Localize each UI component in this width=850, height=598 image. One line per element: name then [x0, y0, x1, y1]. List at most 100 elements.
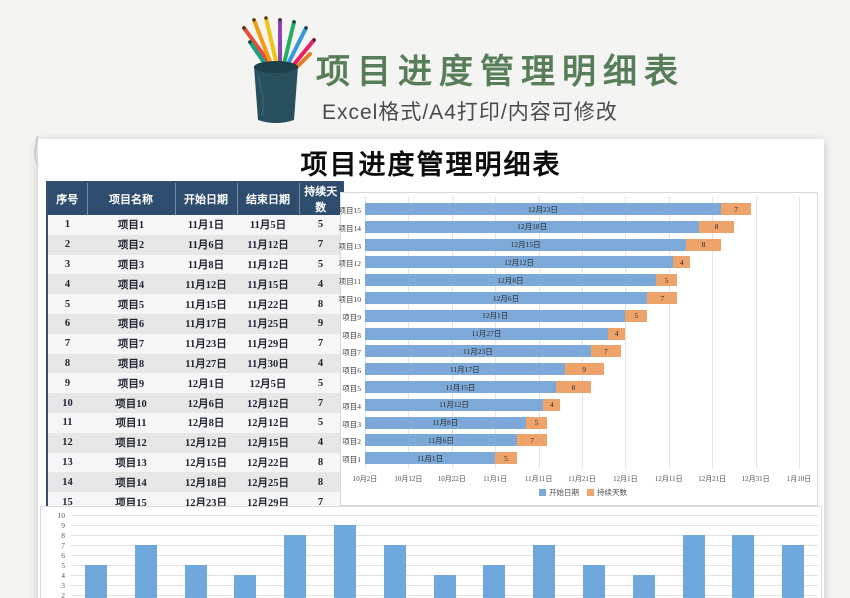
gantt-start-bar: 11月17日: [365, 363, 565, 376]
gantt-start-bar: 11月27日: [365, 327, 609, 340]
duration-bar: [234, 575, 257, 598]
table-row: 14 项目14 12月18日 12月25日 8: [47, 472, 343, 493]
gantt-start-bar: 12月18日: [365, 220, 700, 233]
banner-subtitle: Excel格式/A4打印/内容可修改: [322, 101, 618, 124]
gantt-category-label: 项目11: [338, 277, 361, 287]
table-cell: 项目13: [87, 452, 175, 473]
table-cell: 项目12: [87, 432, 175, 453]
column-chart-gridline: [71, 565, 818, 566]
table-cell: 11月1日: [175, 215, 237, 235]
table-row: 8 项目8 11月27日 11月30日 4: [47, 353, 343, 374]
table-cell: 项目8: [87, 353, 175, 374]
gantt-category-label: 项目4: [342, 401, 361, 411]
table-cell: 4: [299, 353, 343, 374]
gantt-category-label: 项目2: [342, 437, 361, 447]
legend-swatch-icon: [587, 489, 594, 496]
table-cell: 12月1日: [175, 373, 237, 394]
gantt-start-bar: 11月12日: [365, 398, 543, 411]
table-row: 11 项目11 12月8日 12月12日 5: [47, 412, 343, 433]
table-cell: 4: [299, 432, 343, 453]
table-cell: 项目6: [87, 313, 175, 334]
duration-bar: [333, 525, 356, 598]
table-cell: 7: [299, 393, 343, 413]
gantt-axis-tick-label: 11月21日: [568, 475, 596, 483]
gantt-axis-tick-label: 11月1日: [483, 475, 508, 483]
table-cell: 项目7: [87, 333, 175, 354]
table-cell: 12月15日: [175, 452, 237, 473]
table-row: 7 项目7 11月23日 11月29日 7: [47, 333, 343, 354]
table-cell: 4: [299, 274, 343, 295]
duration-bar: [84, 565, 107, 598]
table-row: 13 项目13 12月15日 12月22日 8: [47, 452, 343, 473]
gantt-category-label: 项目7: [342, 348, 361, 358]
table-cell: 11: [47, 412, 87, 433]
gantt-row: 项目6 11月17日 9: [341, 360, 817, 378]
legend-swatch-icon: [539, 489, 546, 496]
legend-label: 持续天数: [597, 488, 627, 497]
table-cell: 6: [47, 313, 87, 334]
column-header: 结束日期: [237, 182, 300, 215]
gantt-gridline: [799, 197, 800, 469]
table-cell: 11月23日: [175, 333, 237, 354]
column-header: 持续天数: [299, 182, 343, 215]
table-header-row: 序号 项目名称 开始日期 结束日期 持续天数: [47, 182, 343, 215]
column-chart-gridline: [71, 535, 818, 536]
gantt-category-label: 项目6: [342, 366, 361, 376]
duration-bar: [732, 535, 755, 598]
column-header: 序号: [47, 182, 88, 215]
column-chart-gridline: [71, 525, 818, 526]
table-cell: 12月12日: [175, 432, 237, 453]
gantt-axis-tick-label: 12月1日: [613, 475, 638, 483]
gantt-category-label: 项目3: [342, 419, 361, 429]
table-cell: 12: [47, 432, 87, 453]
gantt-duration-bar: 7: [516, 434, 548, 447]
gantt-start-bar: 12月6日: [365, 292, 648, 304]
gantt-gridline: [668, 197, 670, 469]
gantt-row: 项目9 12月1日 5: [341, 307, 817, 325]
duration-bar: [582, 565, 605, 598]
duration-column-chart: 109876543210: [40, 506, 822, 598]
duration-bar: [483, 565, 506, 598]
project-table: 序号 项目名称 开始日期 结束日期 持续天数 1 项目1 11月1日 11月5日 5 2 项目2 11…: [46, 181, 344, 514]
gantt-duration-bar: 7: [647, 292, 678, 304]
table-cell: 8: [299, 472, 343, 493]
table-row: 3 项目3 11月8日 11月12日 5: [47, 254, 343, 275]
duration-bar: [632, 575, 655, 598]
gantt-axis-tick-label: 1月10日: [786, 475, 812, 483]
gantt-row: 项目15 12月23日 7: [339, 200, 817, 218]
table-cell: 11月27日: [175, 353, 237, 374]
table-cell: 11月5日: [237, 215, 299, 235]
gantt-category-label: 项目8: [342, 330, 361, 340]
gantt-start-bar: 11月1日: [365, 452, 496, 465]
table-cell: 12月12日: [237, 393, 299, 413]
gantt-start-bar: 12月15日: [365, 238, 687, 251]
table-cell: 10: [47, 393, 87, 413]
sheet-title: 项目进度管理明细表: [300, 150, 562, 180]
gantt-duration-bar: 8: [699, 220, 734, 233]
table-row: 12 项目12 12月12日 12月15日 4: [47, 432, 343, 453]
duration-bar: [433, 575, 456, 598]
table-cell: 7: [299, 333, 343, 354]
gantt-gridline: [712, 197, 714, 469]
gantt-axis-tick-label: 12月11日: [654, 475, 683, 483]
table-cell: 11月17日: [175, 313, 237, 334]
legend-label: 开始日期: [549, 488, 579, 497]
gantt-duration-bar: 4: [673, 256, 691, 269]
gantt-axis-tick-label: 10月2日: [352, 475, 378, 483]
gantt-start-bar: 11月6日: [365, 434, 517, 447]
gantt-start-bar: 12月23日: [365, 203, 721, 215]
table-cell: 11月6日: [175, 234, 237, 255]
gantt-row: 项目4 11月12日 4: [341, 396, 817, 414]
table-cell: 项目11: [87, 412, 175, 433]
table-row: 6 项目6 11月17日 11月25日 9: [47, 313, 343, 334]
table-row: 4 项目4 11月12日 11月15日 4: [47, 274, 343, 295]
duration-bar: [682, 535, 705, 598]
gantt-category-label: 项目15: [338, 206, 362, 215]
table-cell: 12月8日: [175, 412, 237, 433]
gantt-start-bar: 11月8日: [365, 416, 526, 429]
table-cell: 12月15日: [237, 432, 299, 453]
table-row: 2 项目2 11月6日 11月12日 7: [47, 234, 343, 255]
table-cell: 5: [299, 215, 343, 235]
gantt-category-label: 项目5: [342, 384, 361, 393]
